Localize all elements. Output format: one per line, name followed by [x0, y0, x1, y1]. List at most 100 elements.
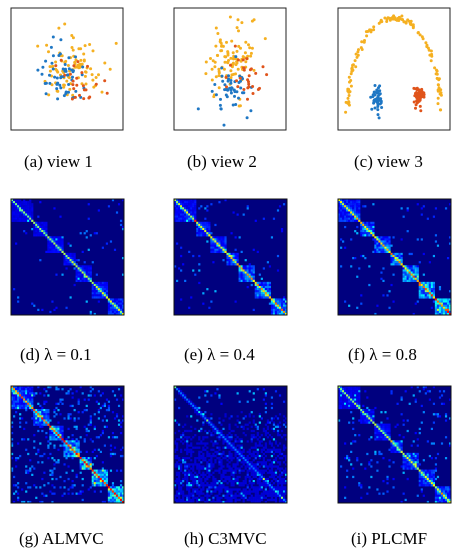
heatmap-cell [338, 207, 341, 210]
heatmap-cell [434, 477, 438, 481]
heatmap-cell [416, 463, 419, 466]
heatmap-cell [210, 484, 213, 487]
heatmap-cell [412, 394, 415, 397]
heatmap-cell [202, 482, 205, 485]
heatmap-cell [113, 446, 117, 449]
heatmap-cell [260, 281, 263, 285]
heatmap-cell [206, 234, 209, 237]
scatter-point-cluster1 [84, 82, 88, 86]
heatmap-cell [256, 427, 259, 431]
heatmap-cell [448, 298, 452, 301]
heatmap-cell [406, 279, 409, 283]
heatmap-cell [105, 473, 109, 476]
heatmap-cell [55, 438, 58, 441]
heatmap-cell [198, 454, 201, 458]
heatmap-cell [65, 254, 68, 258]
heatmap-cell [29, 398, 32, 401]
heatmap-cell [418, 482, 421, 485]
heatmap-cell [200, 457, 203, 460]
heatmap-cell [242, 463, 245, 466]
heatmap-cell [73, 446, 76, 449]
heatmap-cell [101, 281, 104, 285]
heatmap-cell [99, 480, 102, 483]
heatmap-cell [354, 404, 357, 408]
heatmap-cell [362, 413, 365, 416]
heatmap-cell [67, 450, 70, 454]
heatmap-cell [386, 438, 389, 441]
heatmap-cell [392, 440, 395, 443]
heatmap-cell [53, 446, 56, 449]
heatmap-cell [360, 223, 363, 227]
heatmap-cell [57, 425, 60, 428]
heatmap-cell [85, 273, 88, 276]
heatmap-cell [27, 209, 30, 212]
heatmap-cell [442, 496, 446, 499]
scatter-point-cluster2 [219, 97, 222, 101]
heatmap-cell [202, 223, 205, 227]
heatmap-cell [91, 283, 94, 287]
heatmap-cell [358, 419, 361, 422]
heatmap-cell [11, 388, 14, 391]
heatmap-cell [238, 488, 241, 491]
heatmap-cell [23, 211, 26, 214]
heatmap-cell [284, 425, 288, 428]
heatmap-cell [111, 494, 115, 497]
heatmap-cell [81, 392, 84, 395]
heatmap-cell [392, 448, 395, 451]
heatmap-cell [55, 388, 58, 391]
heatmap-cell [378, 436, 381, 439]
heatmap-cell [69, 261, 72, 264]
heatmap-cell [380, 421, 383, 424]
heatmap-cell [252, 482, 255, 485]
heatmap-cell [364, 234, 367, 237]
heatmap-cell [244, 467, 247, 470]
heatmap-cell [192, 446, 195, 449]
heatmap-cell [79, 267, 82, 270]
heatmap-cell [69, 452, 72, 456]
heatmap-cell [252, 398, 255, 401]
scatter-point-cluster1 [249, 51, 253, 55]
heatmap-cell [236, 452, 239, 456]
heatmap-cell [61, 236, 64, 239]
heatmap-cell [250, 454, 253, 458]
heatmap-cell [354, 400, 357, 403]
scatter-point-cluster1 [224, 55, 228, 59]
heatmap-cell [43, 419, 46, 422]
heatmap-cell [350, 238, 353, 241]
heatmap-cell [368, 232, 371, 235]
heatmap-cell [440, 304, 444, 307]
heatmap-cell [368, 225, 371, 229]
heatmap-cell [95, 454, 98, 458]
heatmap-cell [107, 500, 111, 504]
heatmap-cell [15, 213, 18, 216]
heatmap-cell [45, 413, 48, 416]
heatmap-cell [103, 444, 106, 447]
heatmap-cell [117, 203, 121, 206]
heatmap-cell [190, 219, 193, 222]
heatmap-cell [21, 398, 24, 401]
heatmap-cell [214, 290, 217, 293]
heatmap-cell [113, 394, 117, 397]
heatmap-cell [63, 440, 66, 443]
heatmap-cell [105, 408, 109, 412]
heatmap-cell [350, 205, 353, 208]
heatmap-cell [230, 259, 233, 262]
heatmap-cell [113, 304, 117, 307]
heatmap-cell [402, 492, 405, 495]
heatmap-cell [254, 500, 257, 504]
heatmap-cell [402, 267, 405, 270]
heatmap-cell [35, 221, 38, 225]
heatmap-cell [380, 277, 383, 280]
heatmap-cell [224, 457, 227, 460]
heatmap-cell [398, 434, 401, 437]
heatmap-cell [280, 486, 284, 489]
heatmap-cell [256, 438, 259, 441]
heatmap-cell [113, 490, 117, 493]
heatmap-cell [65, 448, 68, 451]
heatmap-cell [59, 400, 62, 403]
heatmap-cell [83, 275, 86, 278]
heatmap-cell [202, 457, 205, 460]
heatmap-cell [424, 386, 427, 389]
panel-lambda08: (f) λ = 0.8 [337, 198, 452, 364]
heatmap-cell [448, 308, 452, 312]
